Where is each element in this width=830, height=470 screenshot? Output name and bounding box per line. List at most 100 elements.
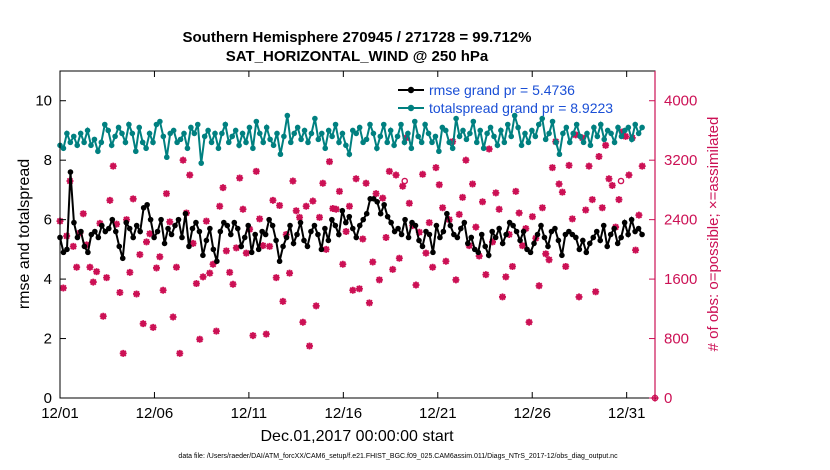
legend: rmse grand pr = 5.4736 totalspread grand… (398, 82, 613, 116)
obs-possible-marker (429, 264, 436, 271)
obs-possible-marker (586, 163, 592, 170)
rmse-point (273, 237, 279, 244)
rmse-point (186, 243, 192, 250)
y-left-tick-label: 6 (44, 212, 52, 229)
obs-possible-marker (459, 194, 466, 201)
totalspread-point (398, 121, 404, 128)
rmse-point (290, 240, 297, 247)
totalspread-point (325, 127, 332, 134)
obs-assimilated-marker (176, 349, 184, 357)
obs-possible-marker (486, 146, 493, 152)
rmse-point (395, 225, 401, 232)
totalspread-point (225, 139, 232, 146)
obs-assimilated-marker (565, 161, 573, 169)
obs-assimilated-marker (545, 256, 553, 264)
totalspread-point (136, 124, 143, 131)
rmse-point (248, 249, 255, 256)
obs-assimilated-marker (282, 231, 290, 238)
totalspread-point (449, 145, 456, 152)
obs-assimilated-marker (385, 167, 393, 175)
rmse-point (147, 216, 154, 223)
totalspread-point (263, 124, 270, 131)
obs-assimilated-marker (312, 302, 320, 310)
obs-possible-marker (276, 202, 283, 209)
obs-assimilated-marker (485, 145, 493, 153)
rmse-point (552, 225, 558, 232)
totalspread-point (115, 124, 122, 131)
totalspread-point (611, 139, 618, 146)
obs-assimilated-marker (152, 264, 160, 272)
rmse-point (203, 237, 210, 244)
rmse-point (583, 249, 590, 256)
rmse-point (440, 228, 447, 235)
obs-assimilated-marker (349, 286, 357, 294)
obs-assimilated-marker (582, 206, 590, 214)
obs-possible-marker (399, 183, 406, 190)
rmse-point (105, 225, 112, 232)
obs-possible-marker (456, 211, 463, 218)
totalspread-point (312, 115, 318, 122)
totalspread-point (446, 139, 453, 146)
chart-title-line2: SAT_HORIZONTAL_WIND @ 250 hPa (226, 48, 489, 65)
rmse-point (461, 219, 468, 226)
obs-assimilated-marker (335, 187, 343, 195)
rmse-point (276, 258, 283, 265)
rmse-point (74, 234, 81, 241)
obs-assimilated-marker (635, 211, 643, 219)
rmse-point (482, 243, 489, 250)
obs-possible-marker (353, 175, 360, 182)
y-left-tick-label: 8 (44, 152, 52, 169)
rmse-point (513, 228, 520, 235)
obs-possible-marker (87, 264, 93, 271)
obs-possible-marker (546, 256, 552, 263)
totalspread-point (470, 118, 477, 125)
obs-possible-marker (107, 197, 113, 204)
obs-possible-marker (406, 200, 413, 207)
rmse-point (64, 246, 70, 253)
plot-area (56, 112, 659, 402)
totalspread-point (212, 130, 218, 137)
x-tick-label: 12/26 (513, 405, 551, 422)
obs-assimilated-marker (562, 262, 570, 270)
obs-possible-marker (636, 212, 642, 219)
obs-assimilated-marker (475, 252, 483, 260)
totalspread-point (81, 139, 87, 146)
rmse-point (600, 222, 607, 229)
obs-assimilated-marker (615, 196, 623, 204)
obs-possible-marker (559, 189, 566, 196)
totalspread-point (453, 115, 459, 122)
obs-possible-marker (220, 184, 226, 191)
totalspread-point (494, 142, 501, 149)
totalspread-point (542, 136, 549, 143)
totalspread-point (477, 127, 484, 134)
rmse-point (297, 219, 304, 226)
obs-assimilated-marker (492, 189, 500, 197)
obs-assimilated-marker (179, 156, 187, 164)
obs-possible-marker (313, 302, 320, 309)
obs-assimilated-marker (512, 187, 520, 195)
rmse-point (67, 169, 74, 175)
rmse-point (398, 231, 405, 238)
obs-possible-marker (582, 207, 589, 213)
obs-possible-marker (210, 261, 216, 268)
rmse-point (182, 210, 189, 217)
obs-possible-marker (140, 320, 147, 327)
totalspread-point (291, 130, 298, 137)
obs-possible-marker (536, 282, 542, 289)
obs-possible-marker (413, 282, 419, 288)
totalspread-point (250, 145, 256, 152)
rmse-point (112, 228, 119, 235)
rmse-point (193, 219, 199, 226)
totalspread-point (601, 136, 608, 143)
obs-assimilated-marker (296, 213, 304, 221)
totalspread-point (529, 127, 535, 134)
totalspread-point (232, 127, 239, 134)
totalspread-point (577, 133, 583, 140)
obs-possible-marker (423, 250, 429, 256)
totalspread-point (511, 112, 518, 119)
totalspread-point (191, 130, 198, 137)
obs-possible-marker (526, 319, 533, 326)
totalspread-point (163, 154, 170, 161)
obs-possible-marker (516, 210, 523, 216)
obs-possible-marker (602, 142, 609, 149)
